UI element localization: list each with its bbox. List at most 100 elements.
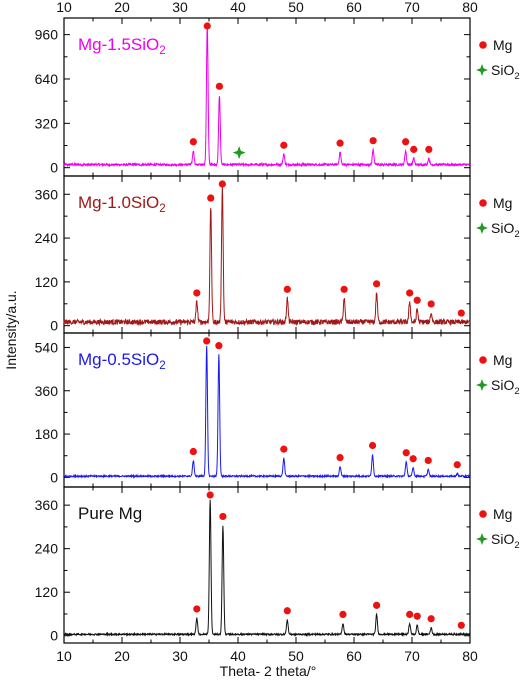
sample-label: Mg-0.5SiO2 xyxy=(78,350,166,372)
bottom-x-tick-label: 60 xyxy=(346,648,362,664)
y-tick-label: 240 xyxy=(35,541,59,557)
y-tick-label: 360 xyxy=(35,497,59,513)
sample-label: Pure Mg xyxy=(78,504,142,523)
mg-peak-marker xyxy=(427,615,435,623)
y-tick-label: 640 xyxy=(35,71,59,87)
mg-peak-marker xyxy=(457,309,465,317)
y-tick-label: 240 xyxy=(35,230,59,246)
mg-peak-marker xyxy=(206,491,214,499)
x-axis-label: Theta- 2 theta/° xyxy=(220,663,317,679)
mg-peak-marker xyxy=(406,610,414,619)
top-x-tick-label: 80 xyxy=(462,0,478,15)
y-tick-label: 360 xyxy=(35,186,59,202)
y-tick-label: 180 xyxy=(35,426,59,442)
mg-peak-marker xyxy=(413,612,421,620)
panel-3: 0 180 360 540 Mg-0.5SiO2 Mg SiO2 xyxy=(35,332,520,488)
bottom-x-tick-label: 70 xyxy=(404,648,420,664)
y-tick-label: 960 xyxy=(35,27,59,43)
mg-peak-marker xyxy=(215,342,223,350)
mg-peak-marker xyxy=(336,139,344,147)
xrd-pattern-line xyxy=(63,345,471,479)
top-x-tick-label: 70 xyxy=(404,0,420,15)
y-tick-label: 0 xyxy=(50,469,58,485)
y-tick-label: 120 xyxy=(35,584,59,600)
top-x-tick-label: 20 xyxy=(114,0,130,15)
mg-peak-marker xyxy=(280,445,288,453)
mg-peak-marker xyxy=(336,453,344,462)
top-x-tick-label: 50 xyxy=(288,0,304,15)
legend-sio2-label: SiO2 xyxy=(491,62,520,82)
chart-panels: 0 320 640 960 Mg-1.5SiO2 Mg SiO2 0 120 240 360 Mg-1… xyxy=(35,17,520,644)
mg-peak-marker xyxy=(203,337,211,345)
mg-peak-marker xyxy=(413,296,421,304)
mg-peak-marker xyxy=(219,512,227,521)
bottom-x-tick-label: 10 xyxy=(56,648,72,664)
bottom-x-tick-label: 20 xyxy=(114,648,130,664)
legend-sio2-marker xyxy=(476,379,488,391)
top-x-tick-label: 30 xyxy=(172,0,188,15)
mg-peak-marker xyxy=(369,137,377,145)
y-tick-label: 0 xyxy=(50,160,58,176)
y-axis-label: Intensity/a.u. xyxy=(3,290,19,369)
panel-4: 0 120 240 360 Pure Mg Mg SiO2 xyxy=(35,486,520,644)
mg-peak-marker xyxy=(373,601,381,609)
mg-peak-marker xyxy=(215,82,224,90)
mg-peak-marker xyxy=(402,138,410,146)
panel-2: 0 120 240 360 Mg-1.0SiO2 Mg SiO2 xyxy=(35,175,520,334)
legend-sio2-label: SiO2 xyxy=(491,531,520,551)
mg-peak-marker xyxy=(283,607,291,615)
legend-mg-marker xyxy=(479,41,487,49)
mg-peak-marker xyxy=(373,280,381,288)
bottom-x-tick-label: 50 xyxy=(288,648,304,664)
sample-label: Mg-1.5SiO2 xyxy=(78,35,166,57)
mg-peak-marker xyxy=(207,194,215,202)
y-tick-label: 360 xyxy=(35,383,59,399)
mg-peak-marker xyxy=(218,180,226,188)
bottom-x-tick-label: 80 xyxy=(462,648,478,664)
sio2-peak-marker xyxy=(232,146,246,160)
y-tick-label: 0 xyxy=(50,318,58,334)
xrd-pattern-line xyxy=(63,186,471,327)
mg-peak-marker xyxy=(193,289,201,297)
legend-sio2-marker xyxy=(476,64,488,76)
legend-sio2-label: SiO2 xyxy=(491,377,520,397)
mg-peak-marker xyxy=(339,610,347,619)
mg-peak-marker xyxy=(193,605,201,613)
legend-mg-label: Mg xyxy=(493,352,512,368)
y-tick-label: 120 xyxy=(35,274,59,290)
mg-peak-marker xyxy=(283,285,291,293)
bottom-x-axis: 10 20 30 40 50 60 70 80 xyxy=(56,648,478,664)
mg-peak-marker xyxy=(453,461,461,469)
y-tick-label: 320 xyxy=(35,115,59,131)
xrd-pattern-line xyxy=(63,25,471,168)
mg-peak-marker xyxy=(203,22,211,30)
mg-peak-marker xyxy=(189,447,197,456)
legend-sio2-marker xyxy=(476,533,488,545)
top-x-tick-label: 60 xyxy=(346,0,362,15)
top-x-tick-label: 10 xyxy=(56,0,72,15)
y-tick-label: 540 xyxy=(35,339,59,355)
mg-peak-marker xyxy=(340,285,348,293)
legend-mg-label: Mg xyxy=(493,195,512,211)
mg-peak-marker xyxy=(425,145,433,153)
top-x-axis: 10 20 30 40 50 60 70 80 xyxy=(56,0,478,15)
mg-peak-marker xyxy=(402,449,410,457)
legend-mg-marker xyxy=(479,510,487,518)
legend-mg-label: Mg xyxy=(493,506,512,522)
mg-peak-marker xyxy=(410,145,418,153)
mg-peak-marker xyxy=(189,138,197,146)
mg-peak-marker xyxy=(409,455,417,463)
mg-peak-marker xyxy=(424,456,432,465)
panel-1: 0 320 640 960 Mg-1.5SiO2 Mg SiO2 xyxy=(35,17,520,177)
mg-peak-marker xyxy=(368,441,377,450)
mg-peak-marker xyxy=(406,289,414,297)
xrd-pattern-line xyxy=(63,499,471,637)
y-tick-label: 0 xyxy=(50,628,58,644)
mg-peak-marker xyxy=(280,141,288,149)
bottom-x-tick-label: 40 xyxy=(230,648,246,664)
sample-label: Mg-1.0SiO2 xyxy=(78,193,166,215)
bottom-x-tick-label: 30 xyxy=(172,648,188,664)
legend-mg-marker xyxy=(479,356,487,364)
legend-sio2-marker xyxy=(476,222,488,234)
